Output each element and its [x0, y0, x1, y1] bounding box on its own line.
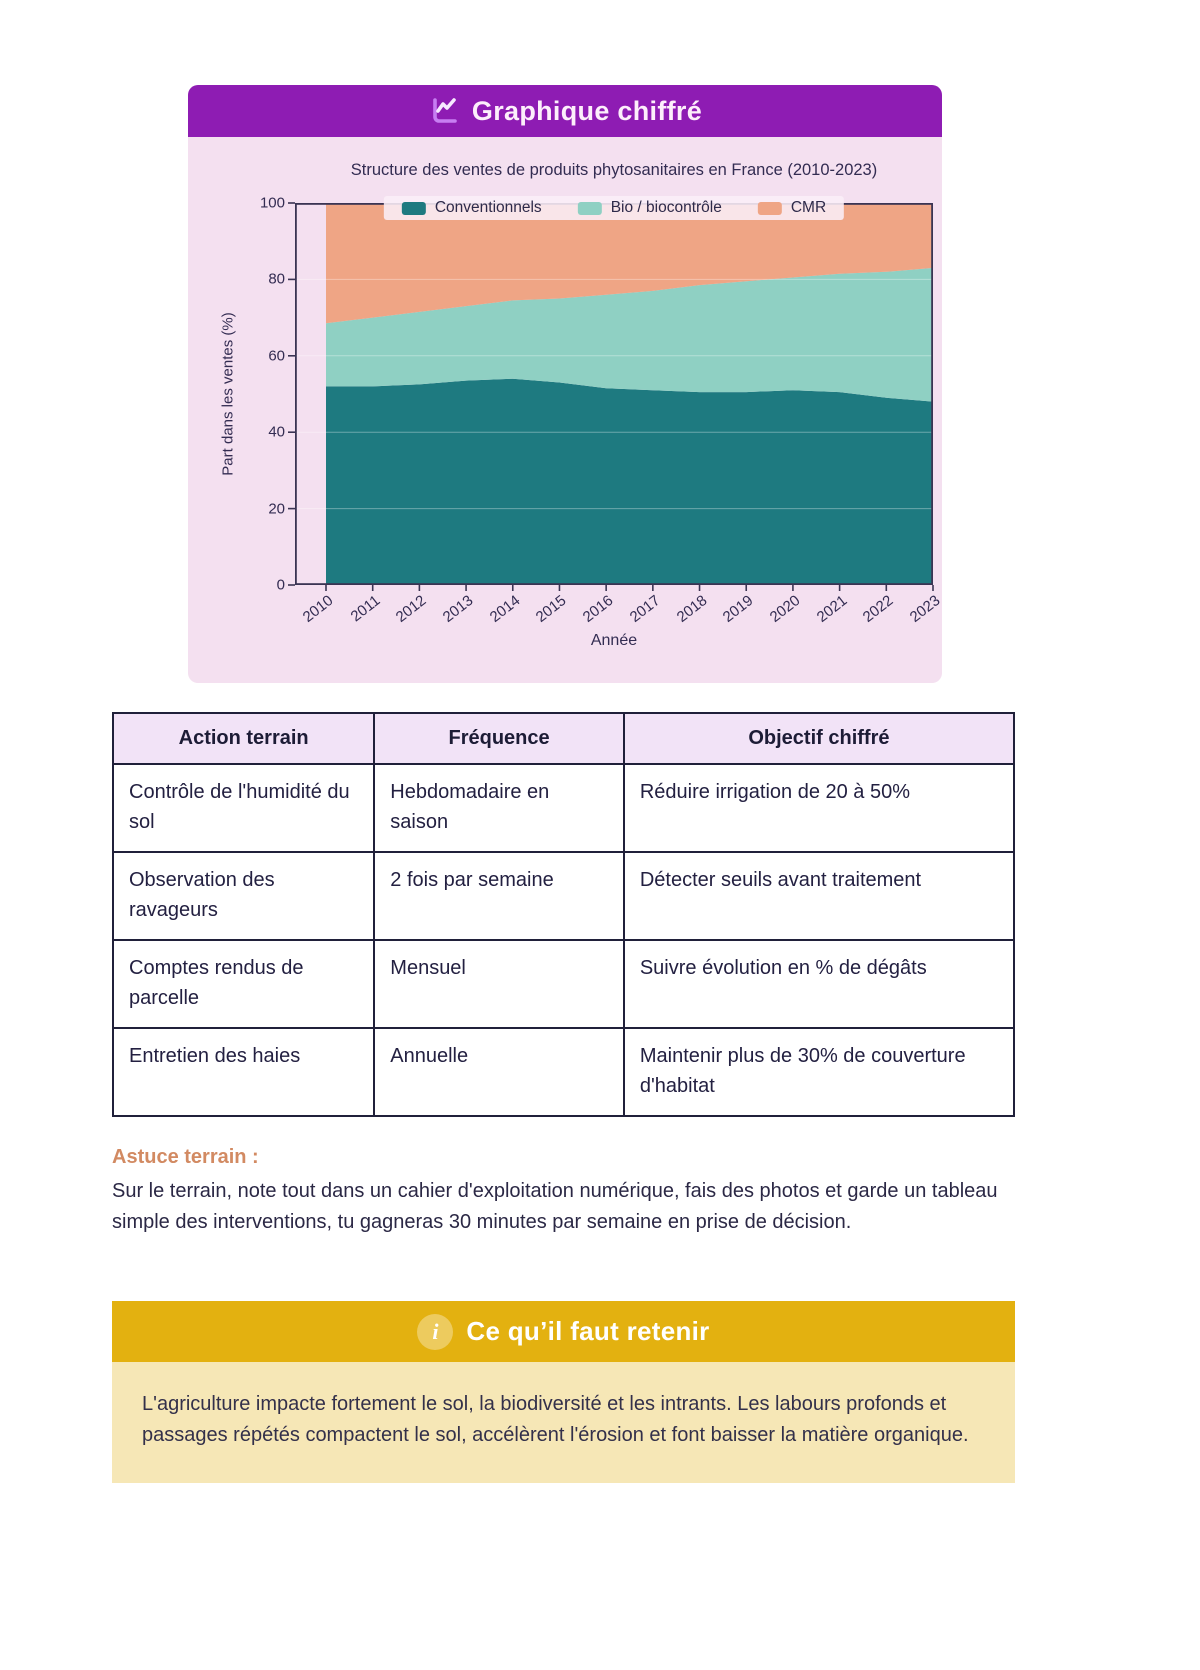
x-tick-label: 2018 [673, 592, 710, 626]
legend-swatch [757, 201, 782, 215]
callout-title: Ce qu’il faut retenir [466, 1316, 710, 1346]
area-series-conventionnels [326, 378, 933, 585]
table-header-cell: Fréquence [373, 712, 625, 765]
y-tick-label: 20 [268, 500, 285, 518]
chart-card-header: Graphique chiffré [188, 85, 942, 137]
y-tick-label: 80 [268, 270, 285, 288]
callout-header: i Ce qu’il faut retenir [112, 1301, 1015, 1362]
astuce-section: Astuce terrain : Sur le terrain, note to… [112, 1146, 1018, 1238]
table-body: Contrôle de l'humidité du sol Hebdomadair… [111, 763, 1016, 1117]
x-axis-label: Année [590, 632, 638, 649]
legend-swatch [577, 201, 602, 215]
astuce-title: Astuce terrain : [112, 1146, 259, 1168]
x-tick-label: 2013 [439, 592, 477, 626]
y-tick-label: 100 [259, 194, 285, 212]
astuce-body: Sur le terrain, note tout dans un cahier… [112, 1180, 998, 1234]
y-tick-label: 60 [268, 347, 285, 365]
legend-swatch [401, 201, 426, 215]
table-header-row: Action terrain Fréquence Objectif chiffré [111, 712, 1016, 765]
table-cell: Suivre évolution en % de dégâts [622, 939, 1016, 1029]
table-row: Entretien des haies Annuelle Maintenir plu… [111, 1027, 1016, 1117]
table-cell: Annuelle [373, 1027, 625, 1117]
x-tick-label: 2012 [393, 592, 430, 626]
table-header-cell: Action terrain [111, 712, 376, 765]
chart-card-title: Graphique chiffré [471, 95, 703, 126]
table-cell: Hebdomadaire en saison [373, 763, 625, 853]
x-tick-label: 2017 [626, 592, 664, 626]
legend-item: Bio / biocontrôle [577, 199, 722, 217]
table-cell: Maintenir plus de 30% de couverture d'ha… [622, 1027, 1016, 1117]
legend-label: CMR [790, 199, 827, 216]
chart-title: Structure des ventes de produits phytosa… [350, 161, 878, 179]
chart-plot-area: Conventionnels Bio / biocontrôle CMR 2010 2… [288, 196, 942, 626]
stacked-area-chart [288, 202, 934, 591]
info-icon: i [417, 1313, 454, 1350]
x-tick-label: 2010 [299, 592, 337, 626]
area-series-cmr [326, 203, 933, 324]
x-tick-label: 2020 [766, 592, 804, 626]
table-cell: Entretien des haies [111, 1027, 376, 1117]
legend-label: Conventionnels [434, 199, 542, 216]
legend-item: CMR [757, 199, 827, 217]
table-head: Action terrain Fréquence Objectif chiffré [111, 712, 1016, 765]
x-tick-label: 2011 [347, 592, 384, 626]
callout-retenir: i Ce qu’il faut retenir L'agriculture im… [112, 1301, 1015, 1484]
x-tick-label: 2019 [719, 592, 757, 626]
table-row: Contrôle de l'humidité du sol Hebdomadair… [111, 763, 1016, 853]
y-tick-label: 40 [268, 423, 285, 441]
x-tick-label: 2022 [859, 592, 897, 626]
legend-item: Conventionnels [401, 199, 542, 217]
action-table: Action terrain Fréquence Objectif chiffré C… [111, 712, 1016, 1117]
table-row: Observation des ravageurs 2 fois par sema… [111, 851, 1016, 941]
table-cell: Observation des ravageurs [111, 851, 376, 941]
x-tick-label: 2015 [533, 592, 570, 626]
chart-card: Graphique chiffré Structure des ventes d… [188, 85, 942, 683]
table-cell: Contrôle de l'humidité du sol [111, 763, 376, 853]
y-tick-label: 0 [276, 576, 285, 594]
x-tick-label: 2021 [813, 592, 851, 626]
legend-label: Bio / biocontrôle [610, 199, 722, 216]
table-cell: Réduire irrigation de 20 à 50% [622, 763, 1016, 853]
x-tick-label: 2023 [906, 592, 942, 626]
callout-body: L'agriculture impacte fortement le sol, … [112, 1362, 1015, 1484]
y-axis-label: Part dans les ventes (%) [219, 312, 237, 476]
chart-legend: Conventionnels Bio / biocontrôle CMR [383, 196, 845, 220]
table-cell: Détecter seuils avant traitement [622, 851, 1016, 941]
x-tick-label: 2014 [486, 592, 524, 626]
x-tick-label: 2016 [579, 592, 617, 626]
table-cell: Mensuel [373, 939, 625, 1029]
table-cell: 2 fois par semaine [373, 851, 625, 941]
table-row: Comptes rendus de parcelle Mensuel Suivre … [111, 939, 1016, 1029]
area-series-bio---biocontr-le [326, 267, 933, 402]
line-chart-icon [433, 98, 457, 123]
table-cell: Comptes rendus de parcelle [111, 939, 376, 1029]
table-header-cell: Objectif chiffré [622, 712, 1016, 765]
